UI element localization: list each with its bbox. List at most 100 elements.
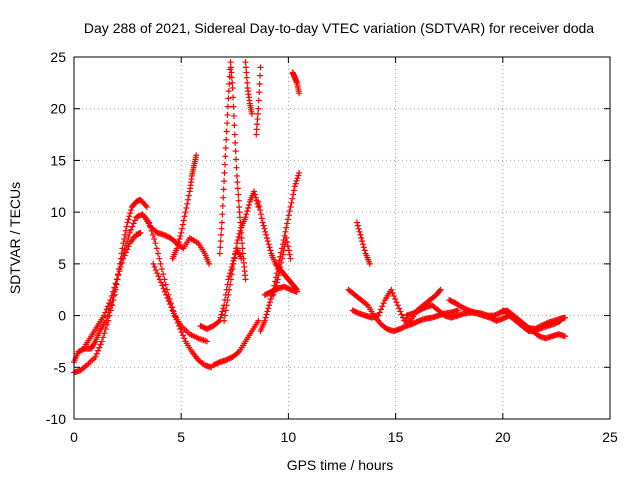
data-point-marker <box>156 276 163 283</box>
data-point-marker <box>275 272 282 279</box>
data-point-marker <box>155 250 162 257</box>
data-point-marker <box>152 240 159 247</box>
data-point-marker <box>167 301 174 308</box>
data-point-marker <box>271 288 278 295</box>
series-track-f <box>169 152 200 262</box>
data-point-marker <box>174 242 181 249</box>
data-point-marker <box>393 299 400 306</box>
y-axis-title: SDTVAR / TECUs <box>7 182 23 294</box>
data-point-marker <box>160 271 167 278</box>
data-point-marker <box>113 276 120 283</box>
data-point-marker <box>396 305 403 312</box>
data-point-marker <box>104 313 111 320</box>
data-point-marker <box>254 116 261 123</box>
series-track-l <box>253 64 264 138</box>
data-point-marker <box>110 288 117 295</box>
data-point-marker <box>227 64 234 71</box>
data-point-marker <box>233 164 240 171</box>
data-point-marker <box>224 103 231 110</box>
data-point-marker <box>225 88 232 95</box>
data-point-marker <box>257 207 264 214</box>
data-point-marker <box>397 308 404 315</box>
data-point-marker <box>176 236 183 243</box>
data-point-marker <box>296 90 303 97</box>
data-point-marker <box>398 311 405 318</box>
data-point-marker <box>181 335 188 342</box>
data-point-marker <box>225 95 232 102</box>
data-point-marker <box>270 291 277 298</box>
data-point-marker <box>235 233 242 240</box>
data-point-marker <box>150 260 157 267</box>
data-point-marker <box>164 294 171 301</box>
data-point-marker <box>232 250 239 257</box>
data-point-marker <box>185 196 192 203</box>
series-track-g <box>197 245 245 333</box>
data-point-marker <box>126 213 133 220</box>
data-point-marker <box>176 322 183 329</box>
data-point-marker <box>276 268 283 275</box>
data-point-marker <box>254 121 261 128</box>
data-point-marker <box>289 195 296 202</box>
data-point-marker <box>178 229 185 236</box>
x-tick-label: 20 <box>495 429 511 445</box>
data-point-marker <box>173 245 180 252</box>
data-point-marker <box>282 228 289 235</box>
data-point-marker <box>358 235 365 241</box>
data-point-marker <box>123 223 130 230</box>
data-point-marker <box>399 314 406 321</box>
data-point-marker <box>101 330 108 337</box>
data-point-marker <box>223 136 230 143</box>
data-point-marker <box>229 79 236 86</box>
data-point-marker <box>152 267 159 274</box>
data-point-marker <box>221 161 228 168</box>
data-point-marker <box>178 329 185 336</box>
data-point-marker <box>262 228 269 235</box>
data-point-marker <box>97 341 104 348</box>
data-point-marker <box>128 226 135 233</box>
data-point-marker <box>243 74 250 81</box>
data-point-marker <box>223 302 230 309</box>
data-point-marker <box>295 172 302 179</box>
data-point-marker <box>261 317 268 324</box>
data-point-marker <box>234 185 241 192</box>
data-point-marker <box>161 288 168 295</box>
x-axis-ticks: 0 5 10 15 20 25 <box>70 57 618 445</box>
data-point-marker <box>363 301 370 308</box>
y-tick-label: 0 <box>58 308 66 324</box>
data-point-marker <box>233 156 240 163</box>
data-point-marker <box>221 317 228 324</box>
data-point-marker <box>220 194 227 201</box>
data-point-marker <box>293 288 300 295</box>
data-point-marker <box>287 203 294 210</box>
data-point-marker <box>130 220 137 227</box>
data-point-marker <box>182 209 189 216</box>
series-track-r <box>354 219 373 267</box>
data-point-marker <box>227 281 234 288</box>
data-point-marker <box>266 244 273 251</box>
data-point-marker <box>219 308 226 315</box>
series-track-b <box>71 229 144 366</box>
data-point-marker <box>104 303 111 310</box>
data-point-marker <box>253 126 260 133</box>
data-point-marker <box>272 285 279 292</box>
data-point-marker <box>206 260 213 267</box>
data-point-marker <box>285 212 292 219</box>
data-point-marker <box>436 287 443 294</box>
data-point-marker <box>220 186 227 193</box>
data-point-marker <box>122 227 129 234</box>
data-point-marker <box>291 183 298 190</box>
y-tick-label: 25 <box>50 49 66 65</box>
data-point-marker <box>274 276 281 283</box>
x-tick-label: 0 <box>70 429 78 445</box>
data-point-marker <box>125 216 132 223</box>
data-point-marker <box>244 79 251 86</box>
x-axis-title: GPS time / hours <box>287 457 394 473</box>
data-point-marker <box>122 242 129 249</box>
data-point-marker <box>294 175 301 182</box>
data-point-marker <box>284 220 291 227</box>
data-point-marker <box>137 229 144 236</box>
data-point-marker <box>121 246 128 253</box>
data-point-marker <box>360 244 367 251</box>
data-point-marker <box>181 213 188 220</box>
